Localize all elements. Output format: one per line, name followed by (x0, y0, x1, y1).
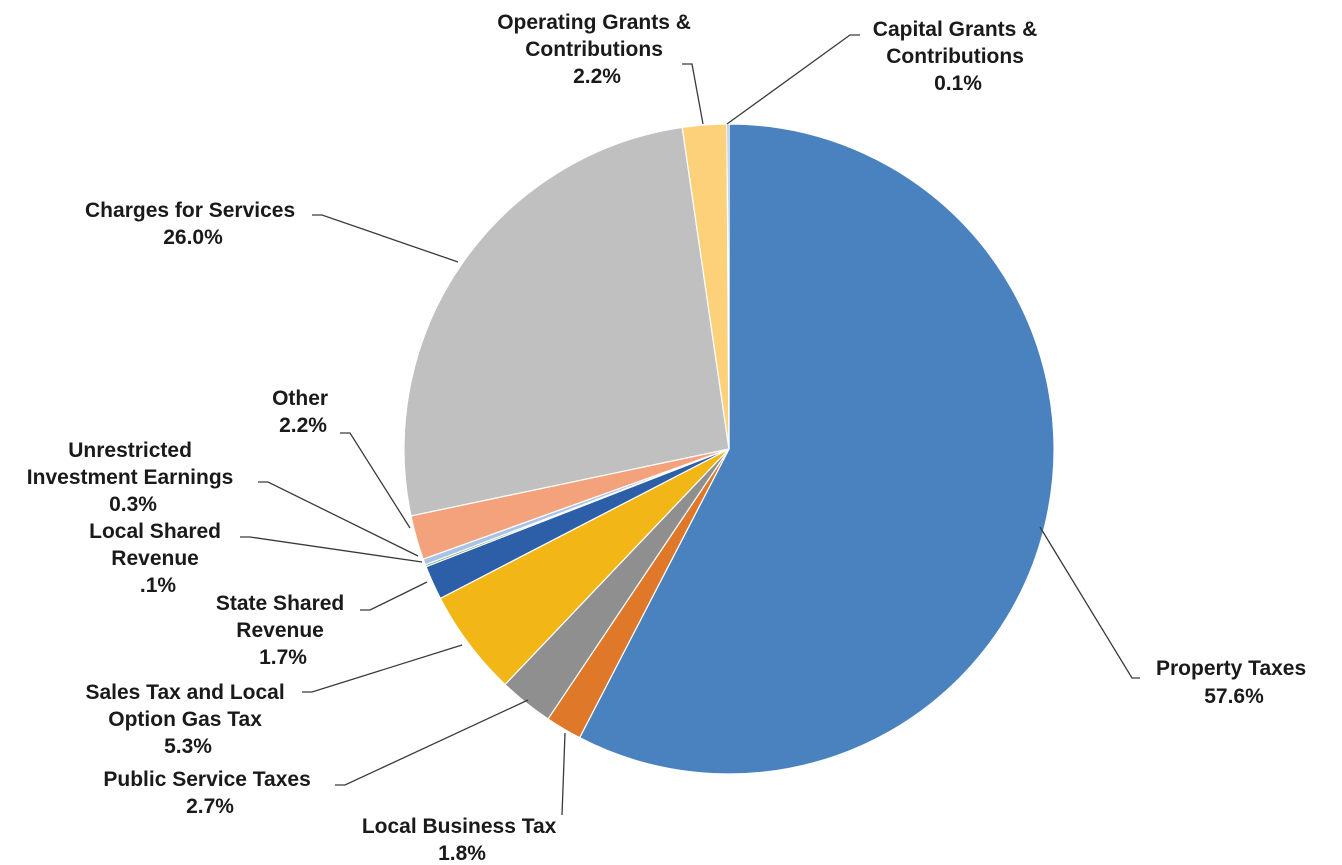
leader-line-sales-tax (302, 644, 463, 693)
leader-line-state-shared (360, 581, 428, 611)
leader-line-charges (312, 214, 459, 263)
leader-lines (240, 34, 1140, 816)
label-unrestricted: Unrestricted Investment Earnings 0.3% (27, 439, 239, 516)
pie-slice-charges-for-services (403, 126, 730, 517)
label-charges: Charges for Services 26.0% (85, 199, 301, 249)
label-capital: Capital Grants & Contributions 0.1% (873, 18, 1043, 95)
label-public-service-taxes: Public Service Taxes 2.7% (103, 768, 316, 818)
leader-line-capital (726, 34, 860, 125)
leader-line-public-service-taxes (335, 699, 529, 786)
label-state-shared: State Shared Revenue 1.7% (216, 592, 350, 669)
pie-slices (403, 123, 1055, 775)
leader-line-unrestricted (258, 481, 419, 557)
label-local-business-tax: Local Business Tax 1.8% (362, 815, 562, 865)
label-property-taxes: Property Taxes 57.6% (1156, 657, 1312, 708)
leader-line-operating (682, 63, 704, 125)
slice-labels: Property Taxes 57.6% Local Business Tax … (27, 11, 1312, 865)
label-sales-tax: Sales Tax and Local Option Gas Tax 5.3% (85, 681, 290, 758)
label-other: Other 2.2% (272, 387, 334, 437)
leader-line-local-shared (240, 536, 423, 563)
pie-slice-property-taxes (578, 123, 1055, 775)
leader-line-other (340, 432, 411, 529)
label-operating: Operating Grants & Contributions 2.2% (497, 11, 697, 88)
leader-line-local-business-tax (561, 732, 566, 816)
label-local-shared: Local Shared Revenue .1% (89, 520, 227, 597)
leader-line-property-taxes (1039, 526, 1140, 679)
